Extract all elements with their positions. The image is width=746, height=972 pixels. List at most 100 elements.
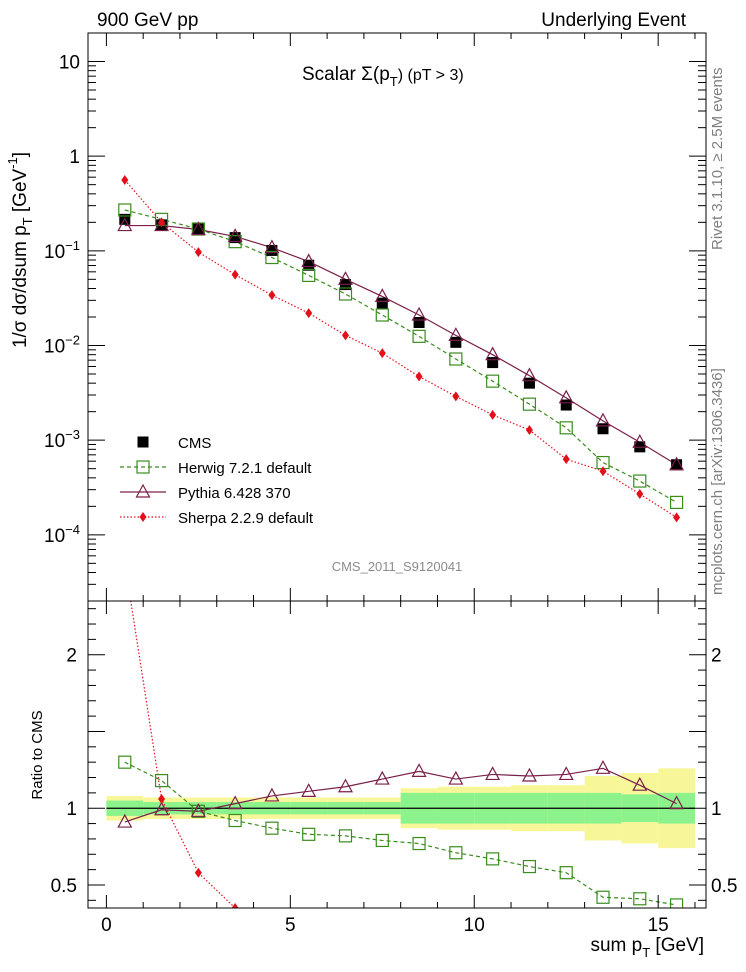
pythia-6-428-370-ratio-point <box>117 813 133 828</box>
y-tick-label-main: 10−4 <box>44 522 80 547</box>
herwig-7-2-1-default-ratio-point <box>522 859 537 874</box>
ratio-series-lines <box>124 601 677 908</box>
pythia-6-428-370-point <box>448 327 464 341</box>
x-tick-label: 0 <box>101 915 112 936</box>
herwig-7-2-1-default-ratio-point <box>154 773 169 788</box>
legend-label-herwig-7-2-1-default: Herwig 7.2.1 default <box>178 460 312 477</box>
xlabel-unit: [GeV] <box>650 935 704 956</box>
pythia-6-428-370-ratio-point <box>337 778 354 793</box>
herwig-7-2-1-default-ratio-point <box>118 755 132 769</box>
y-tick-base: 10 <box>44 431 65 452</box>
sherpa-2-2-9-default-point <box>121 175 129 186</box>
pythia-6-428-370-ratio-point <box>301 783 317 797</box>
corner-left-label: 900 GeV pp <box>97 10 198 31</box>
pythia-6-428-370-point <box>411 306 427 321</box>
sherpa-2-2-9-default-line <box>124 179 677 518</box>
pythia-6-428-370-point <box>632 434 648 448</box>
legend-marker-herwig-7-2-1-default <box>136 460 150 474</box>
y-tick-label-main: 10−1 <box>44 238 80 263</box>
y-tick-base: 10 <box>44 242 65 263</box>
sherpa-2-2-9-default-point <box>562 454 570 465</box>
cms-point <box>303 259 315 271</box>
y-tick-exponent: −3 <box>65 427 80 442</box>
ratio-series-markers <box>117 755 685 908</box>
herwig-7-2-1-default-ratio-point <box>596 890 610 904</box>
herwig-7-2-1-default-ratio-point <box>412 836 426 851</box>
y-axis-label-ratio: Ratio to CMS <box>29 710 46 799</box>
herwig-7-2-1-default-line <box>124 209 677 503</box>
series-markers <box>117 175 685 908</box>
cms-point <box>450 336 462 348</box>
sherpa-2-2-9-default-point <box>673 512 681 523</box>
pythia-6-428-370-ratio-point <box>374 770 390 785</box>
herwig-7-2-1-default-ratio-point <box>265 821 279 835</box>
herwig-7-2-1-default-point <box>633 474 647 488</box>
y-tick-label-ratio-left: 0.5 <box>51 876 77 897</box>
herwig-7-2-1-default-point <box>669 495 684 510</box>
ylabel-main-text: 1/σ dσ/dsum p <box>10 225 31 348</box>
x-tick-label: 15 <box>648 915 669 936</box>
y-tick-label-ratio-left: 2 <box>66 646 77 667</box>
cms-point <box>560 399 572 411</box>
y-tick-label-ratio-right: 0.5 <box>711 876 737 897</box>
cms-point <box>413 316 425 328</box>
herwig-7-2-1-default-point <box>338 287 353 301</box>
pythia-6-428-370-point <box>227 228 243 243</box>
pythia-6-428-370-ratio-point <box>521 767 537 782</box>
pythia-6-428-370-ratio-point <box>558 766 574 781</box>
sherpa-2-2-9-default-point <box>268 290 276 301</box>
y-tick-label-main: 10−2 <box>44 332 80 357</box>
y-tick-label-main: 1 <box>69 147 80 168</box>
axis-ticks <box>88 32 706 908</box>
analysis-watermark: CMS_2011_S9120041 <box>332 559 463 574</box>
pythia-6-428-370-point <box>669 456 685 471</box>
pythia-6-428-370-point <box>117 217 133 232</box>
herwig-7-2-1-default-ratio-point <box>669 898 684 908</box>
series-lines <box>124 179 677 908</box>
pythia-6-428-370-point <box>337 271 354 285</box>
pythia-6-428-370-point <box>595 412 611 427</box>
herwig-7-2-1-default-point <box>302 268 316 283</box>
pythia-6-428-370-point <box>558 389 574 404</box>
y-tick-base: 10 <box>44 336 65 357</box>
sherpa-2-2-9-default-point <box>599 466 607 477</box>
sherpa-2-2-9-default-ratio-line <box>130 601 236 908</box>
ylabel-main-unit: [GeV <box>10 168 31 217</box>
xlabel-text: sum p <box>590 935 642 956</box>
herwig-7-2-1-default-ratio-point <box>375 833 389 848</box>
y-tick-base: 10 <box>59 52 80 73</box>
plot-title: Scalar Σ(pT) (pT > 3) <box>302 64 464 89</box>
pythia-6-428-370-ratio-point <box>264 787 280 802</box>
herwig-7-2-1-default-ratio-point <box>559 866 573 880</box>
y-tick-label-ratio-right: 1 <box>711 799 722 820</box>
pythia-6-428-370-ratio-point <box>485 766 501 781</box>
cms-point <box>523 377 535 389</box>
plot-title-tail: ) (pT > 3) <box>398 67 464 84</box>
herwig-7-2-1-default-point <box>522 397 537 411</box>
cms-point <box>266 244 278 256</box>
herwig-7-2-1-default-ratio-line <box>124 761 677 906</box>
y-tick-exponent: −1 <box>65 238 80 253</box>
sherpa-2-2-9-default-point <box>636 488 644 499</box>
pythia-6-428-370-ratio-point <box>448 770 464 785</box>
herwig-7-2-1-default-ratio-point <box>633 892 647 906</box>
legend-marker-cms <box>137 436 149 448</box>
sherpa-2-2-9-default-point <box>194 247 202 258</box>
herwig-7-2-1-default-ratio-point <box>228 813 242 828</box>
pythia-6-428-370-ratio-point <box>669 795 685 810</box>
pythia-6-428-370-point <box>301 253 317 268</box>
x-tick-label: 5 <box>285 915 296 936</box>
y-tick-base: 10 <box>44 526 65 547</box>
sherpa-2-2-9-default-ratio-point <box>194 867 202 878</box>
cms-point <box>671 459 683 471</box>
herwig-7-2-1-default-point <box>375 308 389 322</box>
sherpa-2-2-9-default-ratio-point <box>231 903 239 908</box>
legend-label-sherpa-2-2-9-default: Sherpa 2.2.9 default <box>178 510 314 527</box>
pythia-6-428-370-ratio-point <box>632 776 648 791</box>
herwig-7-2-1-default-point <box>265 250 279 265</box>
x-tick-label: 10 <box>464 915 485 936</box>
legend-label-pythia-6-428-370: Pythia 6.428 370 <box>178 485 291 502</box>
ylabel-main-exp: -1 <box>5 157 20 169</box>
main-series-lines <box>124 179 677 518</box>
